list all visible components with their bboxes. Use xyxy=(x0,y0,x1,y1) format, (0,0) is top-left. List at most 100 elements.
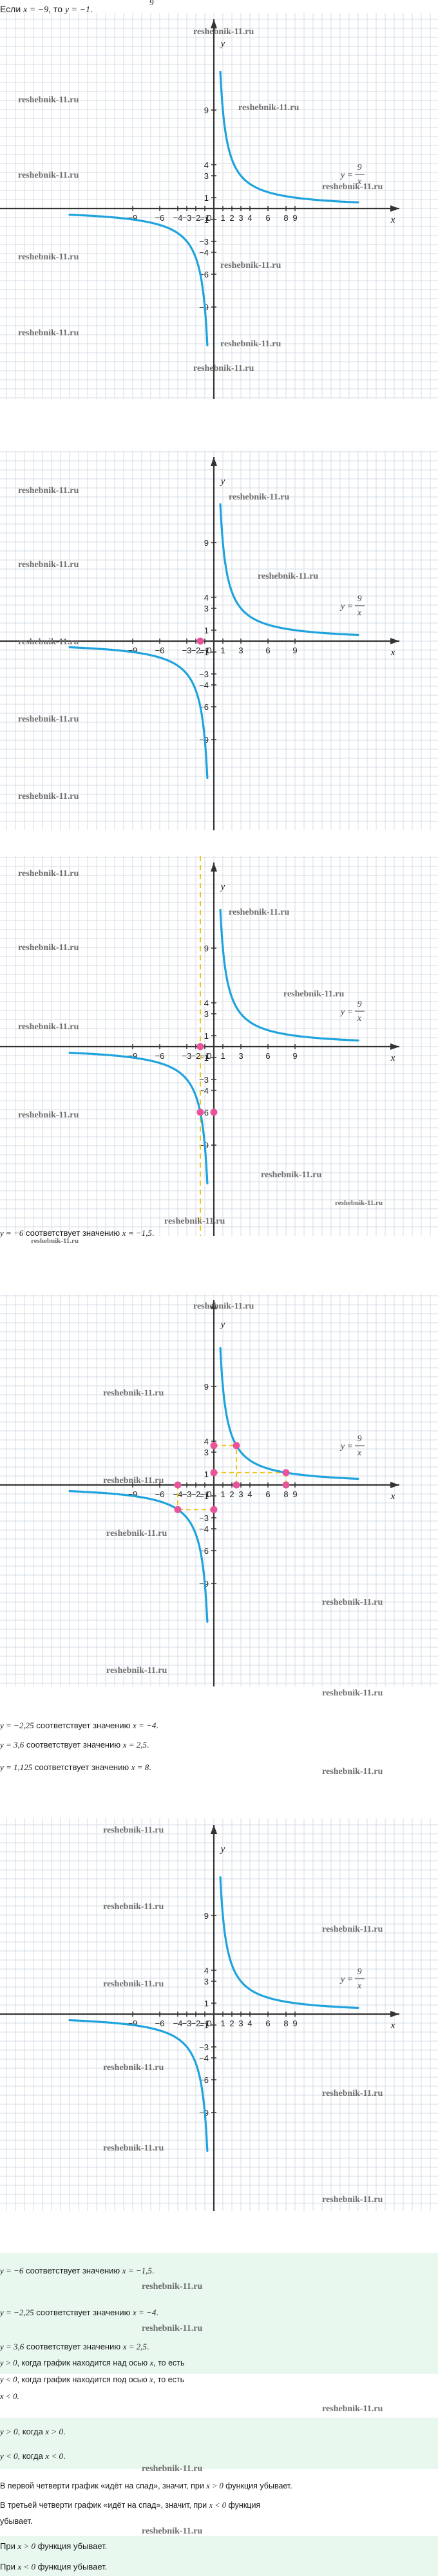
y-tick-label: 4 xyxy=(204,1966,209,1975)
summary-line-1: y = −6 соответствует значению x = −1,5. xyxy=(0,2266,154,2276)
watermark: reshebnik-11.ru xyxy=(322,2195,383,2205)
summary-h1-b: , когда xyxy=(17,2427,46,2436)
y-tick-label: 4 xyxy=(204,998,209,1008)
result-1-y: y = −2,25 xyxy=(0,1721,34,1730)
y-axis-arrow xyxy=(211,19,217,28)
function-label-lhs: y = xyxy=(339,171,353,180)
x-tick-label: −1 xyxy=(200,646,210,655)
x-tick-label: 0 xyxy=(207,2019,211,2028)
x-tick-label: 1 xyxy=(220,1489,225,1499)
quarter-1-b: x > 0 xyxy=(206,2481,224,2490)
function-label-lhs: y = xyxy=(339,1007,353,1017)
curve-branch-positive xyxy=(219,1347,359,1480)
summary-2-y: y = −2,25 xyxy=(0,2308,34,2317)
conclusion-2-a: При xyxy=(0,2562,18,2571)
summary-2-post: . xyxy=(156,2308,158,2317)
x-tick-label: 1 xyxy=(220,2019,225,2028)
x-tick-label: −6 xyxy=(155,1489,165,1499)
point-marker xyxy=(196,637,204,645)
intro-pre: Если xyxy=(0,4,24,14)
x-tick-label: −2 xyxy=(191,1051,201,1061)
watermark: reshebnik-11.ru xyxy=(103,1902,164,1912)
y-tick-label: 3 xyxy=(204,171,209,181)
watermark: reshebnik-11.ru xyxy=(18,1110,79,1120)
summary-h1-a: y > 0 xyxy=(0,2427,18,2436)
y-axis-label: y xyxy=(220,476,225,487)
y-tick-label: −4 xyxy=(199,248,209,257)
x-tick-label: −3 xyxy=(182,2019,192,2028)
summary-2-x: x = −4 xyxy=(133,2308,157,2317)
watermark: reshebnik-11.ru xyxy=(142,2282,203,2291)
summary-1-mid: соответствует значению xyxy=(23,2266,122,2275)
curve-branch-negative xyxy=(68,646,209,779)
curve-branch-negative xyxy=(68,214,209,347)
watermark: reshebnik-11.ru xyxy=(322,1767,383,1777)
watermark: reshebnik-11.ru xyxy=(193,1302,254,1311)
watermark: reshebnik-11.ru xyxy=(193,364,254,373)
x-tick-label: 6 xyxy=(265,1051,270,1061)
summary-p1-d: , то есть xyxy=(153,2358,185,2367)
result-3-y: y = 1,125 xyxy=(0,1762,33,1772)
watermark: reshebnik-11.ru xyxy=(103,2143,164,2153)
point-marker xyxy=(210,1506,218,1513)
watermark: reshebnik-11.ru xyxy=(18,869,79,879)
result-line-1: y = −2,25 соответствует значению x = −4. xyxy=(0,1721,158,1731)
summary-3-mid: соответствует значению xyxy=(24,2342,123,2351)
watermark: reshebnik-11.ru xyxy=(322,1598,383,1607)
watermark: reshebnik-11.ru xyxy=(283,989,345,999)
x-tick-label: −2 xyxy=(191,213,201,223)
x-tick-label: −1 xyxy=(200,1051,210,1061)
y-tick-label: −1 xyxy=(199,1491,209,1501)
watermark: reshebnik-11.ru xyxy=(18,560,79,570)
x-tick-label: −1 xyxy=(200,2019,210,2028)
quarter-2-a: В третьей четверти график «идёт на спад»… xyxy=(0,2501,209,2510)
curve-branch-positive xyxy=(219,1876,359,2009)
point-marker xyxy=(282,1469,290,1477)
y-tick-label: 4 xyxy=(204,1437,209,1446)
function-label-denominator: x xyxy=(357,177,362,187)
summary-para-1: y > 0, когда график находится над осью x… xyxy=(0,2358,185,2368)
watermark: reshebnik-11.ru xyxy=(229,908,290,917)
function-label-numerator: 9 xyxy=(357,1000,362,1009)
watermark: reshebnik-11.ru xyxy=(103,1979,164,1989)
y-tick-label: 4 xyxy=(204,160,209,170)
x-tick-label: 6 xyxy=(265,1489,270,1499)
summary-3-y: y = 3,6 xyxy=(0,2342,24,2351)
summary-2-mid: соответствует значению xyxy=(33,2308,133,2317)
x-tick-label: 3 xyxy=(238,646,243,655)
x-tick-label: −9 xyxy=(128,1489,138,1499)
x-tick-label: 3 xyxy=(238,1051,243,1061)
x-tick-label: 9 xyxy=(292,2019,297,2028)
quarter-line-2: В третьей четверти график «идёт на спад»… xyxy=(0,2501,260,2510)
summary-h2-d: . xyxy=(62,2451,66,2461)
quarter-1-c: функция убывает. xyxy=(223,2481,292,2490)
watermark: reshebnik-11.ru xyxy=(106,1666,167,1675)
watermark: reshebnik-11.ru xyxy=(18,1022,79,1032)
watermark: reshebnik-11.ru xyxy=(142,2324,203,2333)
watermark: reshebnik-11.ru xyxy=(103,2063,164,2073)
watermark: reshebnik-11.ru xyxy=(142,2464,203,2474)
quarter-2-b: x < 0 xyxy=(209,2501,227,2510)
x-tick-label: 6 xyxy=(265,213,270,223)
quarter-line-3: убывает. xyxy=(0,2517,33,2526)
summary-p1-b: , когда график находится над осью xyxy=(17,2358,150,2367)
function-label-lhs: y = xyxy=(339,602,353,611)
y-tick-label: −3 xyxy=(199,669,209,679)
y-axis-arrow xyxy=(211,457,217,466)
watermark: reshebnik-11.ru xyxy=(322,2404,383,2414)
x-tick-label: 8 xyxy=(283,213,288,223)
y-tick-label: 9 xyxy=(204,1382,209,1392)
function-label-numerator: 9 xyxy=(357,163,362,173)
conclusion-line-2: При x < 0 функция убывает. xyxy=(0,2562,107,2572)
watermark: reshebnik-11.ru xyxy=(322,1925,383,1934)
y-tick-label: 9 xyxy=(204,106,209,115)
y-axis-label: y xyxy=(220,882,225,892)
point-marker xyxy=(210,1469,218,1477)
intro-text: Если x = −9, то y = −1. xyxy=(0,4,93,15)
point-marker xyxy=(174,1506,182,1513)
x-tick-label: 3 xyxy=(238,2019,243,2028)
summary-highlight-1 xyxy=(0,2253,438,2374)
y-tick-label: 3 xyxy=(204,604,209,613)
